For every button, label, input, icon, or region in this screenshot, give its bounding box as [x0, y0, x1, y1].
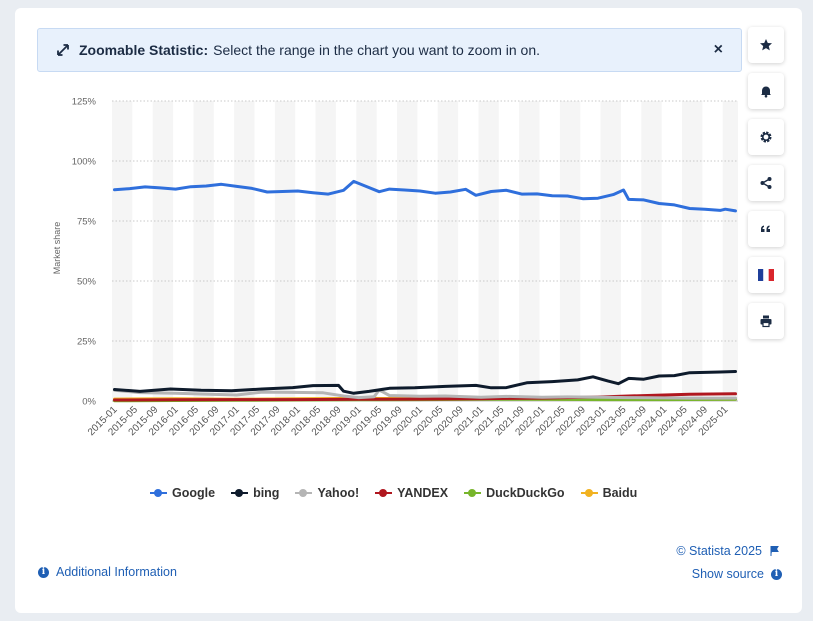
banner-message: Select the range in the chart you want t… [213, 42, 541, 58]
share-button[interactable] [748, 165, 784, 201]
y-tick-label: 75% [77, 217, 97, 228]
chart-band [641, 101, 662, 401]
additional-info-label: Additional Information [56, 565, 177, 579]
legend-item-duckduckgo[interactable]: DuckDuckGo [464, 486, 565, 500]
info-icon: i [38, 566, 49, 578]
additional-info-link[interactable]: i Additional Information [38, 565, 177, 579]
legend-label: Yahoo! [317, 486, 360, 500]
legend-label: DuckDuckGo [486, 486, 565, 500]
banner-title: Zoomable Statistic: [79, 42, 209, 58]
zoom-banner: Zoomable Statistic: Select the range in … [37, 28, 742, 72]
settings-button[interactable] [748, 119, 784, 155]
gear-icon [760, 131, 772, 143]
chart-band [234, 101, 255, 401]
show-source-label: Show source [691, 567, 764, 581]
legend-marker [464, 488, 482, 498]
copyright: © Statista 2025 [676, 544, 781, 558]
chart-band [600, 101, 621, 401]
series-line-yahoo [113, 388, 737, 400]
legend-marker [375, 488, 393, 498]
legend-item-yahoo[interactable]: Yahoo! [295, 486, 359, 500]
bell-icon [761, 86, 771, 98]
legend-marker [231, 488, 249, 498]
chart-band [478, 101, 499, 401]
y-tick-label: 25% [77, 337, 97, 348]
legend-marker [150, 488, 167, 498]
copyright-label: © Statista 2025 [676, 544, 762, 558]
legend-label: Baidu [602, 486, 638, 500]
expand-arrows-icon [56, 43, 70, 57]
y-tick-label: 100% [72, 157, 97, 168]
legend-marker [295, 488, 313, 498]
favorite-button[interactable] [748, 27, 784, 63]
chart-band [315, 101, 336, 401]
series-line-google [113, 179, 737, 213]
series-line-yandex [113, 392, 737, 402]
chart-band [193, 101, 214, 401]
legend-item-google[interactable]: Google [150, 486, 215, 500]
chart-band [112, 101, 133, 401]
print-button[interactable] [748, 303, 784, 339]
chart-legend: Google bing Yahoo! YANDEX DuckDuckGo Baidu [150, 486, 653, 500]
legend-item-bing[interactable]: bing [231, 486, 279, 500]
chart-band [722, 101, 738, 401]
legend-item-baidu[interactable]: Baidu [580, 486, 638, 500]
info-icon: i [771, 568, 782, 580]
y-tick-label: 50% [77, 277, 97, 288]
legend-item-yandex[interactable]: YANDEX [375, 486, 448, 500]
legend-label: YANDEX [397, 486, 449, 500]
print-icon [760, 315, 772, 328]
french-flag-icon [758, 269, 774, 281]
quote-icon [761, 225, 770, 232]
chart-band [682, 101, 703, 401]
chart-band [397, 101, 418, 401]
close-banner-button[interactable]: × [713, 41, 723, 58]
show-source-link[interactable]: Show source i [692, 567, 782, 581]
legend-marker [580, 488, 598, 498]
legend-label: bing [253, 486, 280, 500]
star-icon [760, 39, 772, 51]
chart-band [437, 101, 459, 401]
flag-icon [770, 546, 779, 556]
series-line-bing [113, 370, 737, 395]
chart-band [519, 101, 540, 401]
chart-band [356, 101, 377, 401]
y-tick-label: 125% [72, 97, 97, 108]
chart-band [152, 101, 174, 401]
y-tick-label: 0% [82, 397, 96, 408]
notification-button[interactable] [748, 73, 784, 109]
language-button[interactable] [748, 257, 784, 293]
cite-button[interactable] [748, 211, 784, 247]
chart-band [274, 101, 296, 401]
legend-label: Google [172, 486, 216, 500]
y-axis-label: Market share [52, 222, 62, 275]
share-icon [760, 177, 772, 189]
toolbar [748, 27, 784, 349]
chart-band [559, 101, 581, 401]
